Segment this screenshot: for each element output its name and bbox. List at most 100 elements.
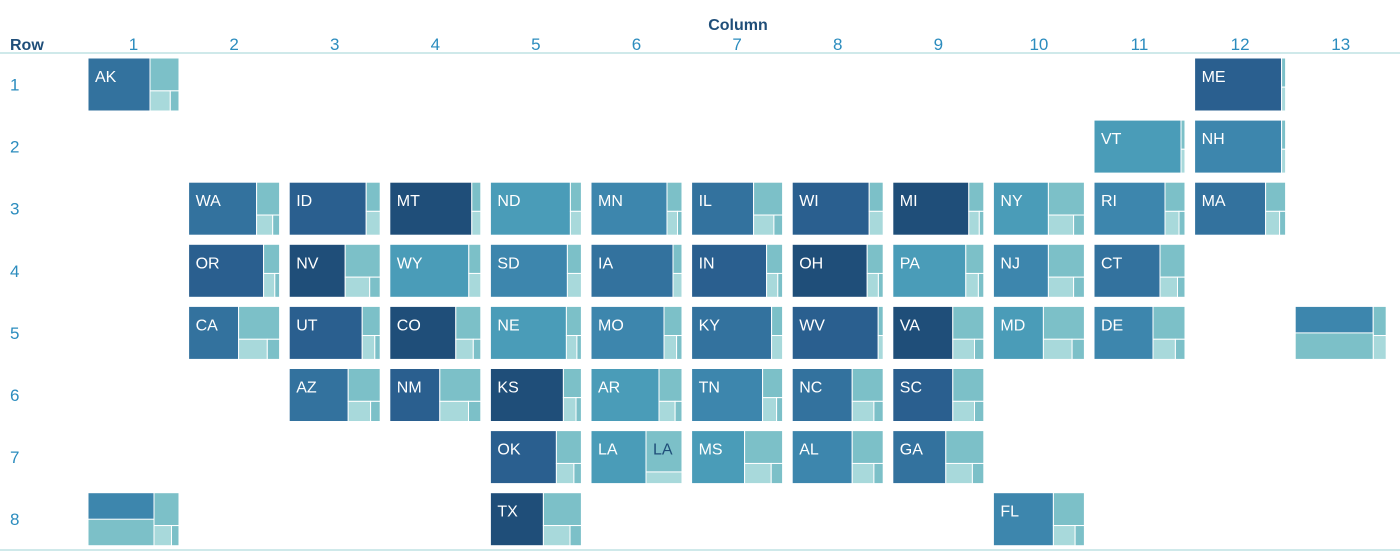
tile-secondary-block: [542, 492, 582, 527]
tile-main-block: [691, 368, 764, 422]
tile-secondary-block: [666, 210, 678, 236]
state-tile: LA LA: [590, 430, 683, 485]
tile-secondary-block: [1047, 181, 1085, 216]
state-label: RI: [1101, 193, 1117, 210]
state-tile: [1294, 305, 1387, 360]
state-tile: DE: [1093, 305, 1186, 360]
tile-main-block: [1194, 181, 1267, 236]
tile-secondary-block: [256, 181, 281, 216]
tile-secondary-block: [569, 210, 582, 236]
state-label: VT: [1101, 131, 1122, 148]
tile-secondary-block: [974, 338, 985, 360]
tile-main-block: [1093, 119, 1182, 174]
state-tile: OK: [489, 430, 582, 485]
tile-secondary-block: [1281, 57, 1287, 88]
state-label: OR: [196, 255, 220, 272]
state-tile: MT: [389, 181, 482, 236]
state-label: NY: [1000, 193, 1023, 210]
tile-secondary-block: [753, 181, 784, 216]
tile-secondary-block: [472, 338, 482, 360]
state-label: IA: [598, 255, 613, 272]
state-label: CA: [196, 317, 219, 334]
tile-main-block: [188, 243, 265, 298]
tile-main-block: [892, 305, 954, 360]
tile-secondary-block: [565, 335, 578, 360]
tile-secondary-block: [238, 338, 268, 360]
tile-secondary-block: [439, 400, 469, 422]
tile-secondary-block: [153, 525, 172, 547]
state-tile: CA: [188, 305, 281, 360]
tile-secondary-block: [1052, 525, 1076, 547]
state-label: PA: [900, 255, 920, 272]
tile-secondary-block: [1074, 525, 1085, 547]
tile-secondary-block: [1180, 119, 1186, 150]
tile-secondary-block: [171, 525, 180, 547]
tile-secondary-block: [851, 400, 875, 422]
tile-secondary-block: [977, 272, 985, 298]
tile-secondary-block: [566, 243, 582, 274]
state-tile: NV: [288, 243, 381, 298]
tile-secondary-block: [1042, 305, 1085, 340]
state-label: SC: [900, 380, 922, 397]
tile-main-block: [389, 368, 441, 422]
state-tile: AR: [590, 368, 683, 422]
state-label: ND: [497, 193, 520, 210]
tile-secondary-block: [569, 525, 582, 547]
tile-secondary-block: [1152, 305, 1186, 340]
tile-secondary-block: [674, 400, 683, 422]
state-label: AL: [799, 442, 819, 459]
tile-secondary-block: [555, 430, 582, 464]
tile-secondary-block: [1071, 338, 1085, 360]
state-label: AZ: [296, 380, 317, 397]
tile-secondary-block: [238, 305, 281, 340]
tile-secondary-block: [361, 335, 376, 360]
tile-secondary-block: [766, 272, 779, 298]
column-label: 13: [1331, 35, 1350, 54]
column-labels: 1 2 3 4 5 6 7 8 9 10 11 12 13: [129, 35, 1350, 54]
tile-secondary-block: [365, 181, 381, 212]
column-axis-title: Column: [708, 17, 768, 34]
tile-secondary-block: [965, 272, 979, 298]
tile-secondary-block: [851, 430, 884, 464]
column-label: 8: [833, 35, 842, 54]
tile-main-block: [590, 243, 674, 298]
state-label: ID: [296, 193, 312, 210]
tile-main-block: [389, 243, 470, 298]
state-tile: WA: [188, 181, 281, 236]
tile-secondary-block: [851, 368, 884, 402]
tile-secondary-block: [562, 368, 582, 399]
tile-secondary-block: [263, 272, 276, 298]
tile-secondary-block: [1159, 243, 1186, 278]
tile-secondary-block: [974, 400, 985, 422]
tile-main-block: [1093, 181, 1166, 236]
column-label: 2: [229, 35, 238, 54]
column-label: 9: [934, 35, 943, 54]
column-label: 5: [531, 35, 540, 54]
tile-secondary-block: [1174, 338, 1186, 360]
tile-secondary-block: [149, 57, 180, 92]
tile-secondary-block: [1177, 276, 1186, 298]
row-label: 5: [10, 324, 19, 343]
tile-secondary-block: [439, 368, 482, 402]
state-tile: FL: [992, 492, 1085, 547]
state-tile: CT: [1093, 243, 1186, 298]
column-label: 3: [330, 35, 339, 54]
state-tile: MI: [892, 181, 985, 236]
tile-secondary-block: [369, 276, 381, 298]
state-tile: NC: [791, 368, 884, 422]
row-axis-title: Row: [10, 37, 44, 54]
tile-secondary-block: [169, 90, 180, 112]
state-label: WA: [196, 193, 222, 210]
tile-secondary-block: [666, 181, 683, 212]
row-label: 1: [10, 76, 19, 95]
state-tile: ND: [489, 181, 582, 236]
state-tile: OH: [791, 243, 884, 298]
tile-secondary-block: [873, 400, 884, 422]
tile-secondary-block: [744, 462, 772, 485]
tile-secondary-block: [1164, 181, 1186, 212]
tile-secondary-block: [676, 335, 683, 360]
tile-secondary-block: [374, 335, 381, 360]
tile-secondary-block: [361, 305, 381, 337]
state-tile: AK: [87, 57, 180, 112]
tile-secondary-block: [1042, 338, 1073, 360]
